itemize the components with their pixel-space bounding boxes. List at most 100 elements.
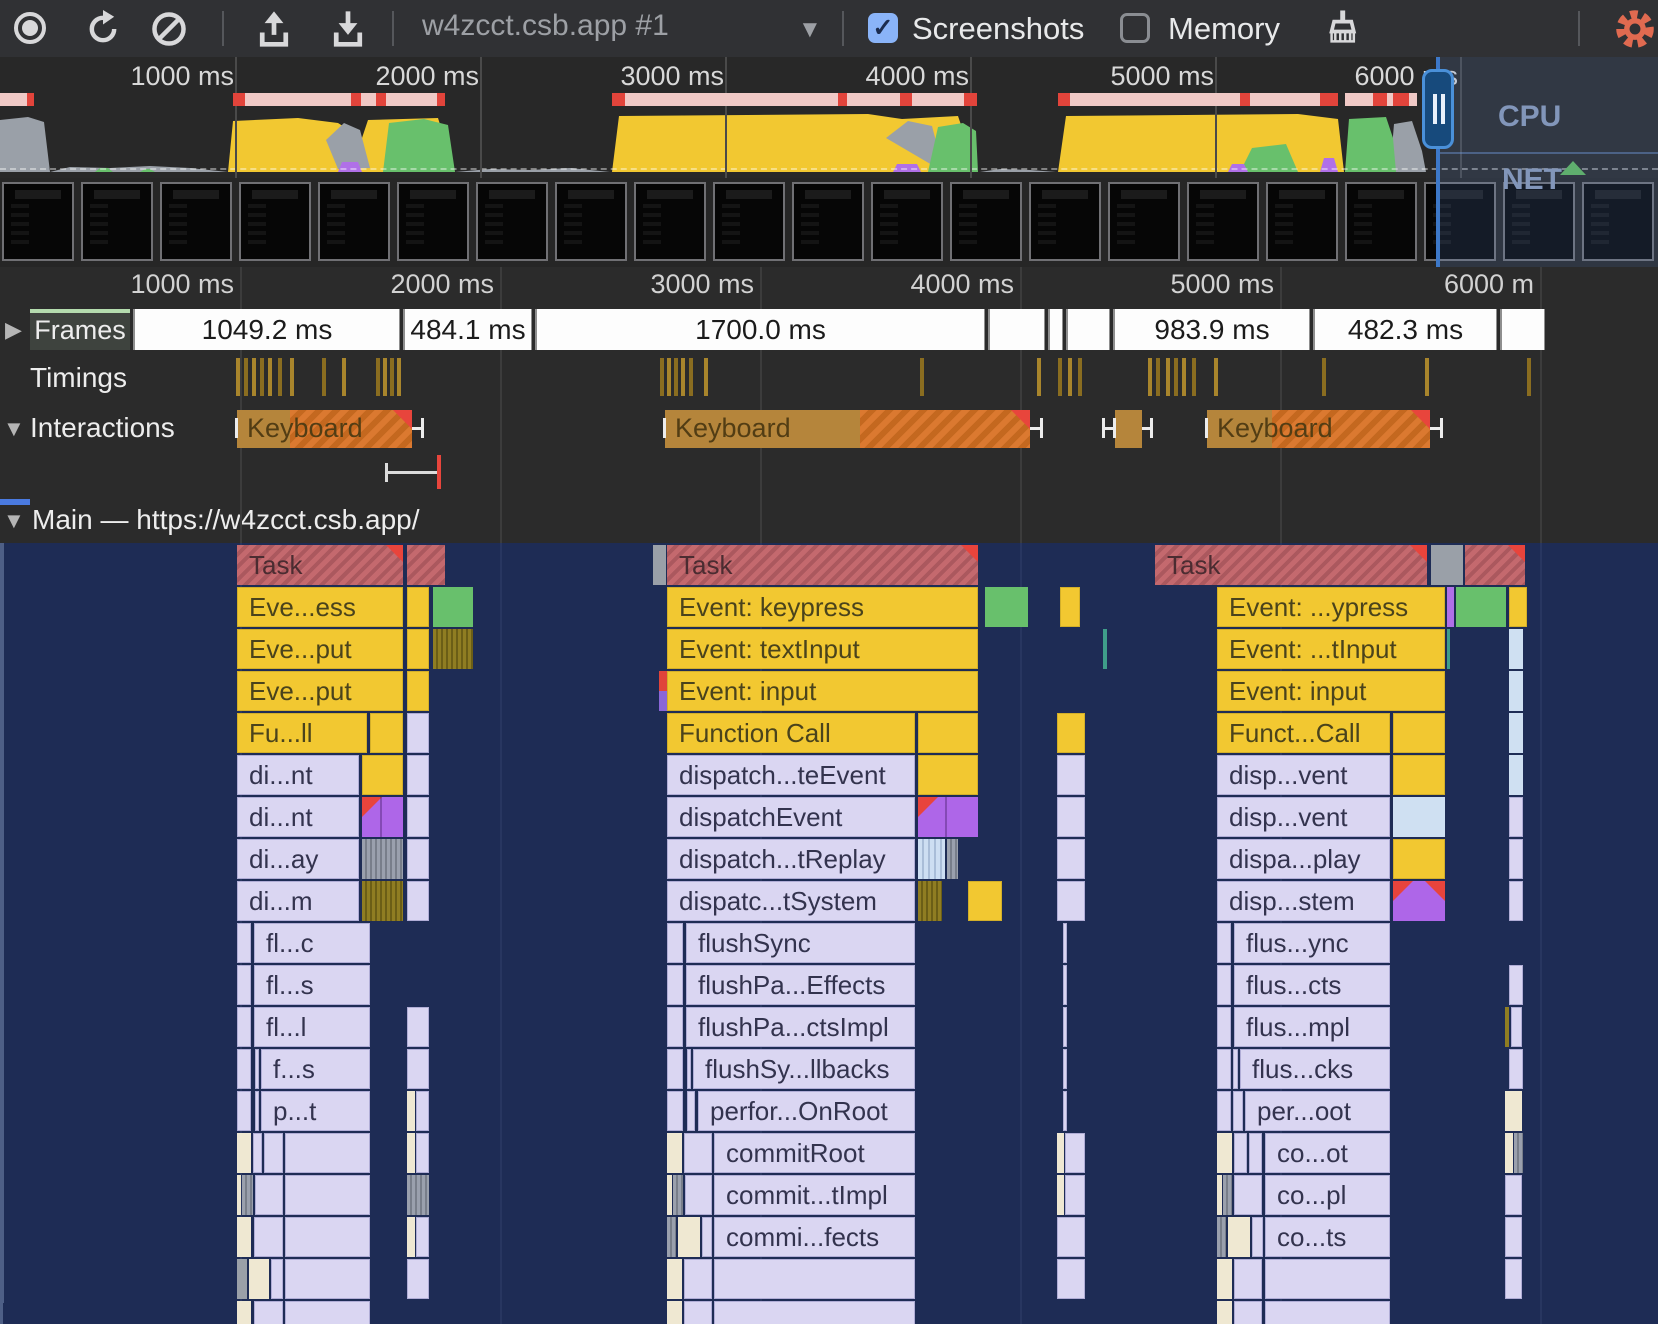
flame-bar[interactable]: flus...mpl: [1234, 1007, 1390, 1047]
timing-marker[interactable]: [390, 358, 394, 396]
timing-marker[interactable]: [1078, 358, 1082, 396]
flame-bar[interactable]: [1509, 839, 1523, 879]
flame-bar[interactable]: [1431, 545, 1463, 585]
flame-bar[interactable]: [1217, 1091, 1231, 1131]
flame-bar[interactable]: commit...tImpl: [714, 1175, 915, 1215]
timing-marker[interactable]: [1166, 358, 1170, 396]
flame-bar[interactable]: [1234, 1301, 1262, 1324]
interaction-keyboard-bar[interactable]: Keyboard: [1207, 410, 1430, 448]
flame-bar[interactable]: [714, 1259, 915, 1299]
flame-bar[interactable]: [237, 1217, 251, 1257]
flame-bar[interactable]: [1514, 1133, 1523, 1173]
timing-marker[interactable]: [920, 358, 924, 396]
flame-bar[interactable]: [918, 797, 978, 837]
flame-bar[interactable]: [1505, 1133, 1513, 1173]
flame-bar[interactable]: [1509, 671, 1523, 711]
flame-bar[interactable]: flushPa...ctsImpl: [686, 1007, 915, 1047]
flame-bar[interactable]: [947, 839, 958, 879]
trace-selector[interactable]: w4zcct.csb.app #1: [422, 9, 669, 42]
selection-handle-grip[interactable]: [1422, 69, 1454, 149]
flame-bar[interactable]: [255, 1091, 259, 1131]
flame-bar[interactable]: flushSy...llbacks: [693, 1049, 915, 1089]
screenshot-thumbnail[interactable]: [555, 182, 627, 261]
timing-marker[interactable]: [689, 358, 693, 396]
frame-duration-bar[interactable]: 482.3 ms: [1313, 309, 1497, 350]
clear-icon[interactable]: [150, 10, 188, 48]
flame-bar[interactable]: [918, 839, 945, 879]
flame-bar[interactable]: [416, 1133, 429, 1173]
flame-bar[interactable]: [255, 1049, 259, 1089]
flame-bar[interactable]: [1228, 1217, 1250, 1257]
timing-marker[interactable]: [278, 358, 282, 396]
flame-bar[interactable]: [678, 1217, 700, 1257]
flame-bar[interactable]: [242, 1175, 253, 1215]
timing-marker[interactable]: [704, 358, 708, 396]
flame-bar[interactable]: [1393, 713, 1445, 753]
flame-bar[interactable]: flus...ync: [1234, 923, 1390, 963]
flame-bar[interactable]: Event: ...tInput: [1217, 629, 1445, 669]
frames-track-label[interactable]: Frames: [30, 309, 130, 350]
flame-bar[interactable]: [285, 1175, 370, 1215]
frame-duration-bar[interactable]: 1700.0 ms: [535, 309, 985, 350]
flame-bar[interactable]: [1252, 1217, 1263, 1257]
flame-bar[interactable]: [1063, 1049, 1067, 1089]
flame-bar[interactable]: [1509, 1049, 1523, 1089]
flame-bar[interactable]: [362, 755, 403, 795]
flame-bar[interactable]: [237, 1133, 251, 1173]
flame-bar[interactable]: [1060, 587, 1080, 627]
flame-bar[interactable]: disp...stem: [1217, 881, 1390, 921]
flame-bar[interactable]: [667, 1175, 672, 1215]
flame-bar[interactable]: [237, 1091, 251, 1131]
flame-bar[interactable]: flus...cts: [1234, 965, 1390, 1005]
main-disclosure-icon[interactable]: ▼: [3, 508, 25, 533]
timing-marker[interactable]: [660, 358, 664, 396]
screenshot-thumbnail[interactable]: [239, 182, 311, 261]
flame-bar[interactable]: co...pl: [1265, 1175, 1390, 1215]
flame-bar[interactable]: [285, 1259, 370, 1299]
flame-bar[interactable]: dispatch...tReplay: [667, 839, 915, 879]
flame-bar[interactable]: [285, 1133, 370, 1173]
flame-bar[interactable]: [1057, 1175, 1064, 1215]
timing-marker[interactable]: [1527, 358, 1531, 396]
interaction-keyboard-bar[interactable]: Keyboard: [237, 410, 412, 448]
flame-bar[interactable]: Task: [1155, 545, 1427, 585]
flame-bar[interactable]: [1065, 1175, 1085, 1215]
frame-duration-bar[interactable]: 1049.2 ms: [133, 309, 400, 350]
flame-bar[interactable]: [1505, 1259, 1522, 1299]
flame-bar[interactable]: [1057, 1217, 1085, 1257]
flame-bar[interactable]: flus...cks: [1240, 1049, 1390, 1089]
flame-bar[interactable]: [254, 1301, 283, 1324]
flame-bar[interactable]: [1456, 587, 1506, 627]
timing-marker[interactable]: [1174, 358, 1178, 396]
flame-bar[interactable]: [370, 713, 403, 753]
flame-bar[interactable]: [1265, 1259, 1390, 1299]
flame-bar[interactable]: [684, 1301, 712, 1324]
flame-bar[interactable]: [1233, 1049, 1238, 1089]
timing-marker[interactable]: [252, 358, 256, 396]
flame-bar[interactable]: [1505, 1175, 1522, 1215]
flame-bar[interactable]: [407, 1175, 429, 1215]
flame-bar[interactable]: [1447, 629, 1450, 669]
flame-bar[interactable]: [362, 881, 403, 921]
flame-bar[interactable]: [407, 1259, 429, 1299]
flame-bar[interactable]: [1217, 1217, 1226, 1257]
flame-bar[interactable]: [237, 1175, 241, 1215]
flame-bar[interactable]: [407, 1133, 415, 1173]
screenshot-thumbnail[interactable]: [950, 182, 1022, 261]
flame-bar[interactable]: [667, 1007, 683, 1047]
frame-duration-bar[interactable]: [1500, 309, 1545, 350]
flame-bar[interactable]: [264, 1133, 283, 1173]
frame-duration-bar[interactable]: [988, 309, 1045, 350]
flame-bar[interactable]: Event: textInput: [667, 629, 978, 669]
flame-bar[interactable]: [714, 1301, 915, 1324]
memory-label[interactable]: Memory: [1168, 11, 1280, 46]
flame-bar[interactable]: di...nt: [237, 755, 359, 795]
flame-bar[interactable]: [407, 1007, 429, 1047]
flame-bar[interactable]: Event: input: [667, 671, 978, 711]
flame-bar[interactable]: [271, 1259, 283, 1299]
flame-bar[interactable]: [1509, 797, 1523, 837]
chevron-down-icon[interactable]: ▼: [798, 16, 822, 43]
flame-bar[interactable]: co...ot: [1265, 1133, 1390, 1173]
flame-bar[interactable]: [1234, 1133, 1247, 1173]
flame-bar[interactable]: [237, 923, 251, 963]
